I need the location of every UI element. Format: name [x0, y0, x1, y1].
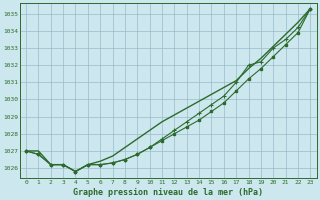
X-axis label: Graphe pression niveau de la mer (hPa): Graphe pression niveau de la mer (hPa) — [73, 188, 263, 197]
